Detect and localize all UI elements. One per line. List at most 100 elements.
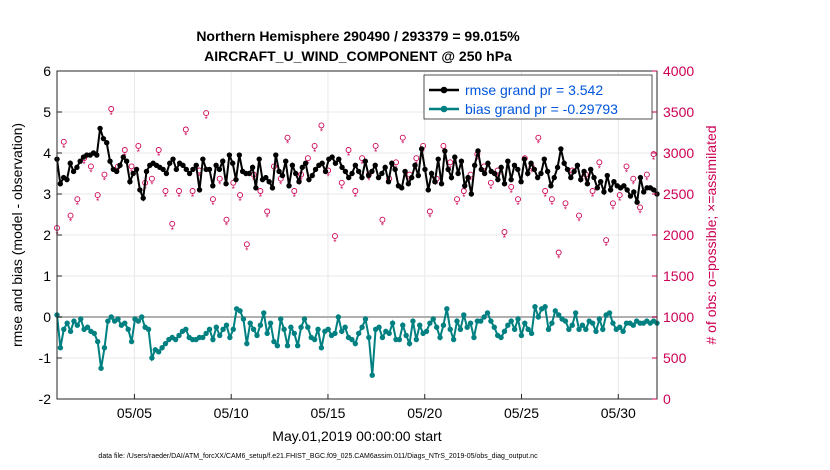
right-tick-label-0: 0 — [663, 391, 671, 407]
bias-point — [122, 320, 128, 326]
rmse-point — [561, 160, 567, 166]
bias-point — [501, 328, 508, 335]
obs-assimilated-point: * — [625, 168, 628, 177]
bias-point — [101, 345, 108, 351]
rmse-point — [631, 189, 637, 195]
x-tick-label-4: 05/25 — [504, 405, 539, 421]
obs-possible-point — [135, 142, 142, 149]
bias-point — [518, 332, 525, 339]
rmse-point — [408, 174, 415, 181]
bias-point — [325, 326, 331, 332]
rmse-point — [229, 160, 236, 166]
obs-possible-point — [338, 179, 345, 186]
obs-assimilated-point: * — [381, 222, 384, 231]
bias-point — [210, 336, 216, 343]
rmse-point — [525, 170, 531, 177]
bias-point — [128, 338, 135, 345]
rmse-point — [432, 179, 438, 185]
bias-point — [281, 326, 287, 332]
obs-possible-point — [284, 134, 291, 141]
obs-possible-point — [304, 155, 311, 162]
bias-point — [305, 324, 311, 330]
rmse-point — [309, 172, 315, 179]
bias-point — [606, 310, 613, 316]
bias-point — [481, 314, 487, 320]
rmse-point — [296, 179, 302, 185]
rmse-point — [302, 160, 309, 166]
rmse-point — [286, 183, 292, 189]
obs-assimilated-point: * — [69, 218, 72, 227]
obs-assimilated-point: * — [320, 127, 323, 136]
bias-point — [437, 334, 443, 341]
obs-assimilated-point: * — [164, 193, 167, 202]
obs-assimilated-point: * — [198, 173, 201, 182]
left-tick-label-4: 2 — [43, 227, 51, 243]
bias-point — [413, 336, 420, 343]
rmse-point — [140, 195, 146, 201]
rmse-point — [143, 168, 150, 175]
bias-point — [230, 326, 236, 332]
obs-possible-point — [230, 179, 237, 186]
rmse-point — [452, 154, 458, 160]
rmse-point — [276, 168, 282, 175]
right-tick-label-6: 3000 — [663, 145, 694, 161]
bias-point — [440, 322, 447, 328]
left-tick-label-7: 5 — [43, 104, 51, 120]
bias-point — [172, 336, 179, 343]
bias-point — [145, 326, 152, 332]
bias-point — [491, 324, 497, 330]
obs-possible-point — [596, 159, 603, 166]
rmse-point — [210, 183, 216, 189]
rmse-point — [269, 185, 276, 191]
obs-assimilated-point: * — [347, 152, 350, 161]
bias-point — [576, 326, 582, 332]
obs-assimilated-point: * — [313, 148, 316, 157]
rmse-point — [123, 158, 130, 164]
rmse-point — [591, 174, 597, 181]
obs-possible-point — [555, 249, 562, 256]
bias-point — [532, 304, 538, 310]
obs-possible-point — [60, 138, 67, 145]
obs-assimilated-point: * — [266, 214, 269, 223]
bias-point — [176, 332, 182, 339]
obs-possible-point — [515, 196, 521, 203]
obs-assimilated-point: * — [83, 160, 86, 169]
rmse-point — [568, 174, 574, 181]
obs-assimilated-point: * — [455, 201, 458, 210]
rmse-point — [544, 168, 551, 175]
rmse-point — [104, 140, 110, 146]
rmse-point — [375, 174, 382, 181]
obs-assimilated-point: * — [62, 144, 65, 153]
rmse-point — [455, 170, 461, 177]
bias-point — [355, 330, 362, 337]
bias-point — [511, 326, 518, 332]
rmse-point — [266, 179, 272, 185]
obs-assimilated-point: * — [591, 193, 594, 202]
bias-point — [515, 316, 521, 322]
rmse-point — [571, 168, 577, 175]
bias-point — [403, 332, 409, 339]
bias-point — [67, 328, 74, 335]
bias-point — [200, 334, 206, 341]
obs-assimilated-point: * — [327, 173, 330, 182]
obs-assimilated-point: * — [598, 164, 601, 173]
rmse-point — [402, 168, 408, 175]
rmse-point — [481, 170, 488, 177]
obs-possible-point — [176, 188, 182, 194]
bias-point — [291, 330, 297, 337]
rmse-point — [458, 158, 465, 164]
bias-point — [389, 320, 396, 326]
left-axis-ticks: -2 -1 0 1 2 3 4 5 6 — [39, 63, 62, 407]
rmse-point — [200, 156, 206, 162]
bias-point — [427, 320, 433, 326]
bias-series — [54, 304, 660, 378]
rmse-point — [564, 166, 571, 173]
bias-point — [430, 316, 436, 322]
rmse-point — [418, 146, 425, 152]
rmse-point — [120, 154, 126, 160]
rmse-point — [548, 183, 554, 189]
bias-point — [206, 326, 213, 332]
legend-rmse-marker — [440, 86, 448, 94]
rmse-point — [515, 166, 521, 173]
bias-point — [362, 316, 369, 322]
